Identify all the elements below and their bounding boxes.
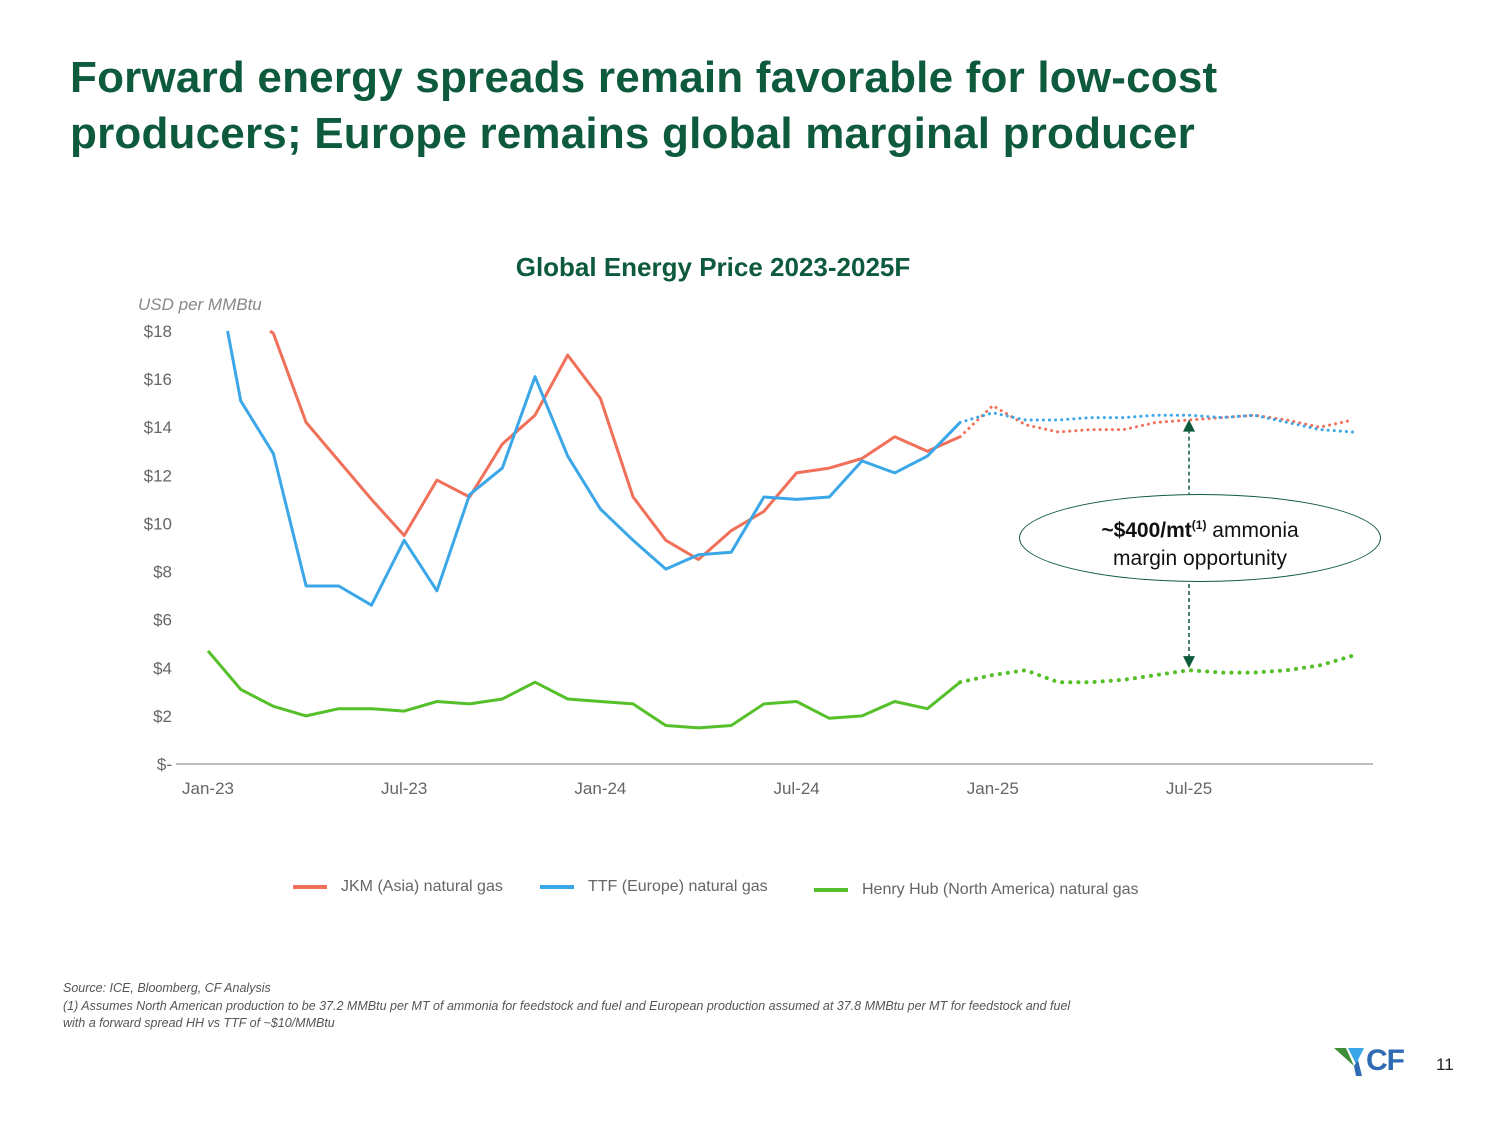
arrowhead-up-icon — [1183, 419, 1195, 432]
legend-swatch-ttf — [540, 884, 574, 889]
slide-title-line2: producers; Europe remains global margina… — [70, 109, 1195, 158]
y-tick-label: $10 — [144, 514, 172, 533]
callout-bold: ~$400/mt — [1101, 519, 1192, 542]
arrowhead-down-icon — [1183, 656, 1195, 669]
series-line-henry-hub-forecast — [958, 653, 1355, 685]
legend-item-jkm: JKM (Asia) natural gas — [293, 878, 503, 896]
series-line-henry-hub-actual — [206, 649, 962, 730]
legend-item-ttf: TTF (Europe) natural gas — [540, 878, 768, 896]
series-line-jkm-actual — [269, 329, 961, 561]
y-tick-label: $14 — [144, 418, 172, 437]
legend-label-jkm: JKM (Asia) natural gas — [341, 878, 503, 895]
y-tick-label: $18 — [144, 322, 172, 341]
series-line-ttf-actual — [226, 330, 962, 607]
x-tick-label: Jul-25 — [1166, 779, 1212, 798]
legend-label-ttf: TTF (Europe) natural gas — [588, 878, 768, 895]
cf-logo-icon — [1334, 1048, 1364, 1076]
x-tick-label: Jan-24 — [574, 779, 626, 798]
x-tick-label: Jul-24 — [773, 779, 819, 798]
callout-text1: ammonia — [1206, 519, 1299, 542]
chart-title: Global Energy Price 2023-2025F — [515, 252, 911, 282]
y-axis-unit-label: USD per MMBtu — [138, 295, 262, 314]
legend-item-henry-hub: Henry Hub (North America) natural gas — [814, 881, 1139, 899]
footnote-source: Source: ICE, Bloomberg, CF Analysis — [63, 981, 271, 995]
x-tick-label: Jan-25 — [967, 779, 1019, 798]
legend-swatch-henry-hub — [814, 887, 848, 892]
y-tick-label: $4 — [153, 659, 172, 678]
logo-text: CF — [1366, 1044, 1405, 1077]
series-line-jkm-forecast — [958, 403, 1354, 439]
page-number: 11 — [1436, 1055, 1454, 1074]
legend-label-henry-hub: Henry Hub (North America) natural gas — [862, 881, 1139, 898]
x-tick-label: Jan-23 — [182, 779, 234, 798]
series-line-ttf-forecast — [958, 411, 1354, 434]
y-tick-label: $16 — [144, 370, 172, 389]
x-tick-label: Jul-23 — [381, 779, 427, 798]
footnote-1-cont: with a forward spread HH vs TTF of ~$10/… — [63, 1016, 335, 1030]
slide-title-line1: Forward energy spreads remain favorable … — [70, 53, 1218, 102]
y-tick-label: $- — [157, 755, 172, 774]
footnotes: Source: ICE, Bloomberg, CF Analysis (1) … — [63, 980, 1263, 1033]
y-tick-label: $6 — [153, 611, 172, 630]
legend-swatch-jkm — [293, 884, 327, 889]
footnote-1: (1) Assumes North American production to… — [63, 998, 1071, 1013]
slide-title: Forward energy spreads remain favorable … — [70, 50, 1370, 162]
y-tick-label: $2 — [153, 707, 172, 726]
y-tick-label: $8 — [153, 563, 172, 582]
callout-footnote-ref: (1) — [1191, 518, 1207, 532]
margin-callout: ~$400/mt(1) ammonia margin opportunity — [1019, 494, 1381, 582]
callout-value: ~$400/mt(1) — [1101, 518, 1207, 542]
y-tick-label: $12 — [144, 466, 172, 485]
callout-text2: margin opportunity — [1113, 547, 1287, 570]
